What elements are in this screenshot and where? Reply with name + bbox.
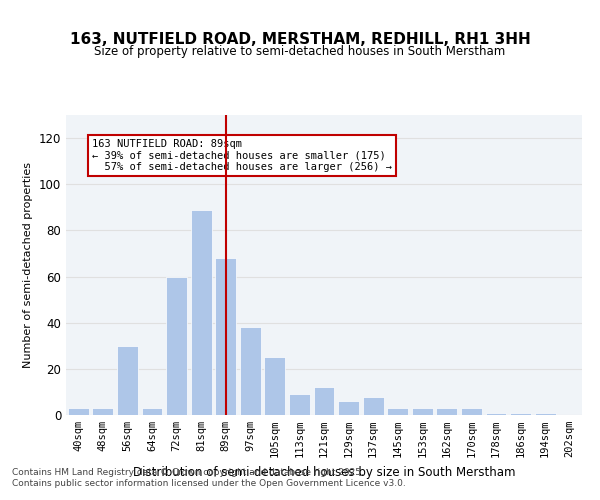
Text: Contains HM Land Registry data © Crown copyright and database right 2025.
Contai: Contains HM Land Registry data © Crown c… xyxy=(12,468,406,487)
Text: 163, NUTFIELD ROAD, MERSTHAM, REDHILL, RH1 3HH: 163, NUTFIELD ROAD, MERSTHAM, REDHILL, R… xyxy=(70,32,530,48)
Bar xyxy=(535,412,556,415)
X-axis label: Distribution of semi-detached houses by size in South Merstham: Distribution of semi-detached houses by … xyxy=(133,466,515,478)
Y-axis label: Number of semi-detached properties: Number of semi-detached properties xyxy=(23,162,33,368)
Bar xyxy=(314,388,334,415)
Bar xyxy=(338,401,359,415)
Bar xyxy=(289,394,310,415)
Bar xyxy=(485,412,506,415)
Bar xyxy=(387,408,408,415)
Bar xyxy=(412,408,433,415)
Bar xyxy=(215,258,236,415)
Bar xyxy=(92,408,113,415)
Bar xyxy=(142,408,163,415)
Bar xyxy=(240,328,261,415)
Bar xyxy=(265,358,286,415)
Bar xyxy=(117,346,138,415)
Bar xyxy=(510,412,531,415)
Bar xyxy=(461,408,482,415)
Bar xyxy=(191,210,212,415)
Bar xyxy=(436,408,457,415)
Bar xyxy=(68,408,89,415)
Bar xyxy=(362,396,383,415)
Bar xyxy=(166,276,187,415)
Text: 163 NUTFIELD ROAD: 89sqm
← 39% of semi-detached houses are smaller (175)
  57% o: 163 NUTFIELD ROAD: 89sqm ← 39% of semi-d… xyxy=(92,139,392,172)
Text: Size of property relative to semi-detached houses in South Merstham: Size of property relative to semi-detach… xyxy=(94,45,506,58)
